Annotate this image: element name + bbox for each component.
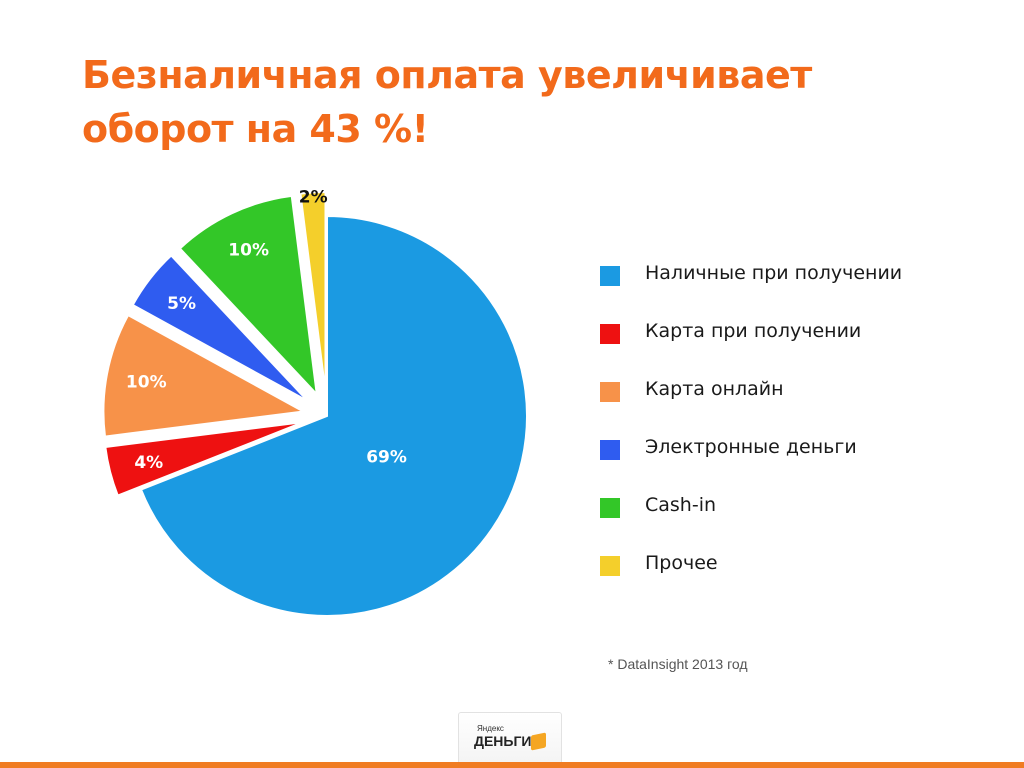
legend-swatch: [600, 266, 620, 286]
legend-label: Cash-in: [645, 494, 717, 516]
pie-slice: [178, 194, 319, 398]
yandex-money-logo: Яндекс ДЕНЬГИ: [458, 712, 562, 763]
logo-big-text: ДЕНЬГИ: [474, 733, 532, 749]
legend-swatch: [600, 440, 620, 460]
page-title: Безналичная оплата увеличивает оборот на…: [82, 48, 812, 156]
pie-data-label: 5%: [167, 294, 196, 314]
pie-slice: [102, 313, 307, 438]
legend-label: Карта онлайн: [645, 378, 784, 400]
pie-slice: [139, 214, 528, 617]
legend-label: Наличные при получении: [645, 262, 903, 284]
bottom-accent-bar: [0, 762, 1024, 768]
pie-data-label: 69%: [366, 447, 407, 467]
pie-slice: [131, 254, 309, 403]
source-note: * DataInsight 2013 год: [608, 656, 748, 672]
logo-small-text: Яндекс: [477, 724, 504, 733]
legend-label: Карта при получении: [645, 320, 862, 342]
legend-label: Электронные деньги: [645, 436, 857, 458]
legend-swatch: [600, 556, 620, 576]
title-line-1: Безналичная оплата увеличивает: [82, 53, 812, 97]
pie-slice: [104, 420, 305, 497]
pie-slice: [299, 191, 327, 393]
pie-data-label: 4%: [134, 453, 163, 473]
pie-data-label: 10%: [126, 373, 167, 393]
pie-data-label: 10%: [228, 241, 269, 261]
title-line-2: оборот на 43 %!: [82, 107, 429, 151]
legend-swatch: [600, 324, 620, 344]
legend-label: Прочее: [645, 552, 718, 574]
legend-swatch: [600, 498, 620, 518]
legend-swatch: [600, 382, 620, 402]
pie-data-label: 2%: [299, 187, 328, 207]
wallet-icon: [531, 732, 546, 751]
